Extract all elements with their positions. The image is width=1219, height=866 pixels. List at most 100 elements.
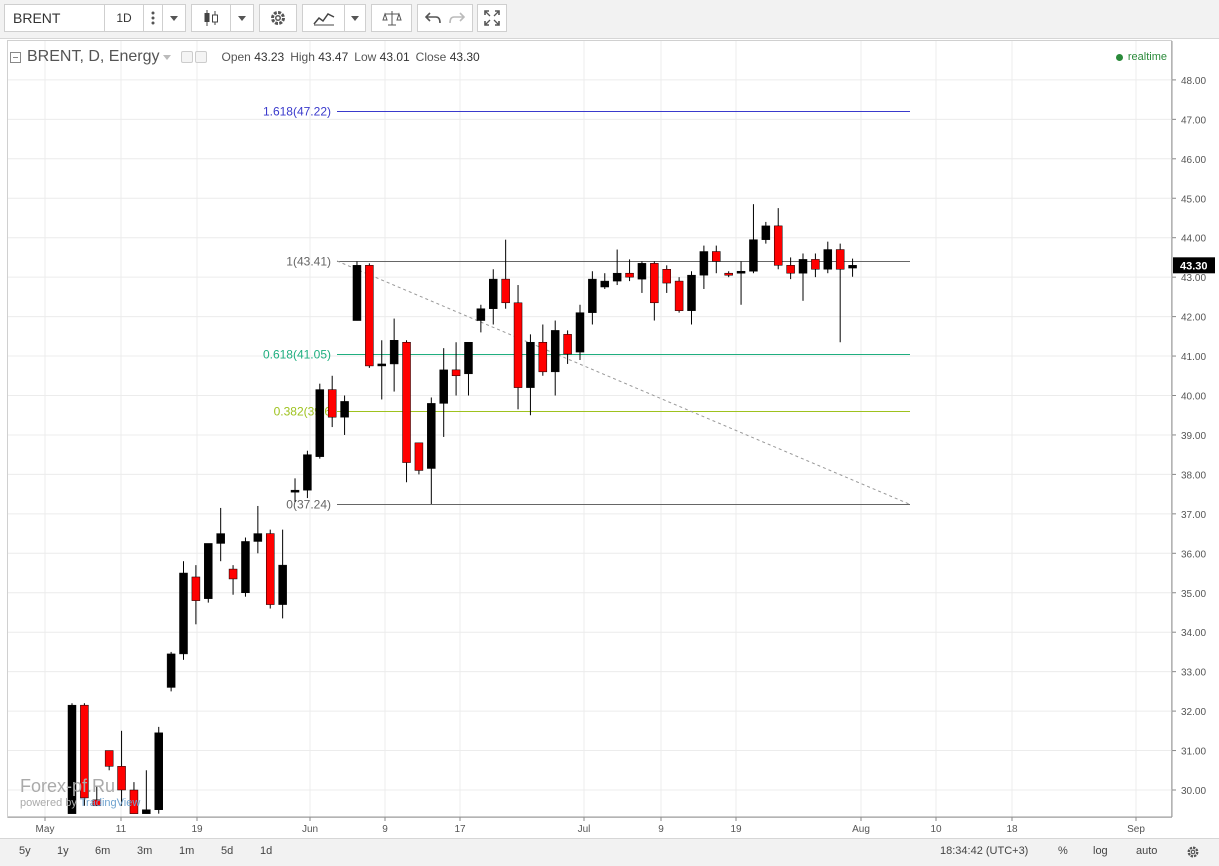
candle[interactable] bbox=[538, 324, 548, 376]
candle[interactable] bbox=[773, 208, 783, 270]
collapse-legend-icon[interactable] bbox=[10, 51, 21, 63]
candle[interactable] bbox=[427, 397, 436, 504]
candle[interactable] bbox=[501, 239, 510, 309]
log-scale-button[interactable]: log bbox=[1093, 845, 1108, 857]
candle[interactable] bbox=[179, 561, 188, 660]
auto-scale-button[interactable]: auto bbox=[1136, 845, 1158, 857]
candle[interactable] bbox=[625, 259, 634, 282]
candle[interactable] bbox=[749, 204, 758, 274]
candle[interactable] bbox=[154, 726, 163, 814]
range-1m[interactable]: 1m bbox=[179, 845, 195, 857]
candle[interactable] bbox=[736, 261, 746, 305]
candle[interactable] bbox=[365, 263, 374, 368]
indicators-button[interactable] bbox=[302, 4, 345, 32]
compare-button[interactable] bbox=[371, 4, 412, 32]
candle[interactable] bbox=[67, 703, 77, 814]
legend-title[interactable]: BRENT, D, Energy bbox=[27, 48, 160, 65]
candle[interactable] bbox=[340, 395, 349, 435]
candle-body bbox=[786, 265, 795, 274]
candle[interactable] bbox=[724, 271, 733, 278]
candle[interactable] bbox=[278, 529, 287, 619]
candle[interactable] bbox=[377, 340, 386, 400]
candle[interactable] bbox=[662, 265, 671, 293]
indicators-dropdown-button[interactable] bbox=[344, 4, 366, 32]
candle[interactable] bbox=[117, 730, 126, 806]
range-5y[interactable]: 5y bbox=[19, 845, 31, 857]
x-tick-label: 9 bbox=[382, 824, 388, 835]
y-tick-label: 43.00 bbox=[1181, 273, 1206, 284]
legend-dropdown-icon[interactable] bbox=[163, 54, 172, 60]
candle[interactable] bbox=[92, 786, 102, 807]
chart-pane[interactable] bbox=[7, 40, 1172, 818]
candle[interactable] bbox=[439, 348, 448, 437]
settings-button[interactable] bbox=[259, 4, 297, 32]
open-value: 43.23 bbox=[254, 50, 285, 64]
symbol-search-input[interactable]: BRENT bbox=[4, 4, 105, 32]
undo-icon[interactable] bbox=[425, 11, 441, 25]
candle[interactable] bbox=[588, 271, 597, 325]
close-label: Close bbox=[415, 50, 447, 64]
range-5d[interactable]: 5d bbox=[221, 845, 234, 857]
range-1d[interactable]: 1d bbox=[260, 845, 273, 857]
candle[interactable] bbox=[786, 257, 795, 280]
candle[interactable] bbox=[315, 383, 325, 459]
candle[interactable] bbox=[650, 261, 659, 321]
candle[interactable] bbox=[352, 261, 362, 321]
legend-settings-icon[interactable] bbox=[181, 51, 194, 63]
candle[interactable] bbox=[712, 245, 721, 274]
candle[interactable] bbox=[166, 651, 176, 692]
candle[interactable] bbox=[476, 304, 486, 333]
candle[interactable] bbox=[216, 507, 225, 562]
chart-style-dropdown-button[interactable] bbox=[230, 4, 254, 32]
candle[interactable] bbox=[327, 375, 337, 428]
candle[interactable] bbox=[612, 249, 622, 286]
range-3m[interactable]: 3m bbox=[137, 845, 153, 857]
candle[interactable] bbox=[550, 320, 560, 396]
candle[interactable] bbox=[303, 450, 312, 499]
candle[interactable] bbox=[402, 340, 411, 483]
candle[interactable] bbox=[798, 253, 808, 301]
gear-icon[interactable] bbox=[1186, 845, 1200, 859]
candle[interactable] bbox=[464, 341, 473, 396]
chart-style-button[interactable] bbox=[191, 4, 231, 32]
candle[interactable] bbox=[563, 330, 572, 364]
candle[interactable] bbox=[241, 537, 250, 597]
candle[interactable] bbox=[835, 243, 845, 343]
candle[interactable] bbox=[823, 241, 833, 274]
candle[interactable] bbox=[600, 273, 610, 289]
candle[interactable] bbox=[451, 342, 461, 396]
candle[interactable] bbox=[290, 478, 300, 503]
percent-scale-button[interactable]: % bbox=[1058, 845, 1068, 857]
fullscreen-button[interactable] bbox=[477, 4, 507, 32]
legend-hide-icon[interactable] bbox=[195, 51, 208, 63]
range-1y[interactable]: 1y bbox=[57, 845, 69, 857]
candle[interactable] bbox=[637, 261, 647, 293]
candle[interactable] bbox=[129, 782, 139, 814]
candle[interactable] bbox=[674, 277, 684, 313]
candle[interactable] bbox=[80, 703, 89, 806]
candle[interactable] bbox=[191, 565, 201, 625]
candle[interactable] bbox=[513, 285, 523, 410]
candle[interactable] bbox=[489, 269, 498, 325]
candle[interactable] bbox=[848, 258, 857, 277]
range-6m[interactable]: 6m bbox=[95, 845, 111, 857]
candle[interactable] bbox=[389, 318, 399, 392]
candle[interactable] bbox=[228, 565, 238, 595]
tradingview-link[interactable]: TradingView bbox=[79, 797, 141, 809]
interval-dropdown-button[interactable] bbox=[162, 4, 186, 32]
candle[interactable] bbox=[414, 442, 424, 475]
candle[interactable] bbox=[761, 221, 771, 244]
y-tick-label: 39.00 bbox=[1181, 431, 1206, 442]
candle[interactable] bbox=[142, 770, 151, 814]
candle[interactable] bbox=[526, 334, 535, 416]
candle[interactable] bbox=[687, 271, 696, 325]
candle[interactable] bbox=[204, 543, 213, 603]
candle[interactable] bbox=[104, 750, 114, 771]
candle[interactable] bbox=[699, 245, 709, 289]
candle[interactable] bbox=[575, 304, 585, 360]
candle[interactable] bbox=[811, 253, 820, 278]
candle[interactable] bbox=[265, 529, 275, 609]
candle[interactable] bbox=[253, 505, 263, 554]
redo-icon[interactable] bbox=[449, 11, 465, 25]
